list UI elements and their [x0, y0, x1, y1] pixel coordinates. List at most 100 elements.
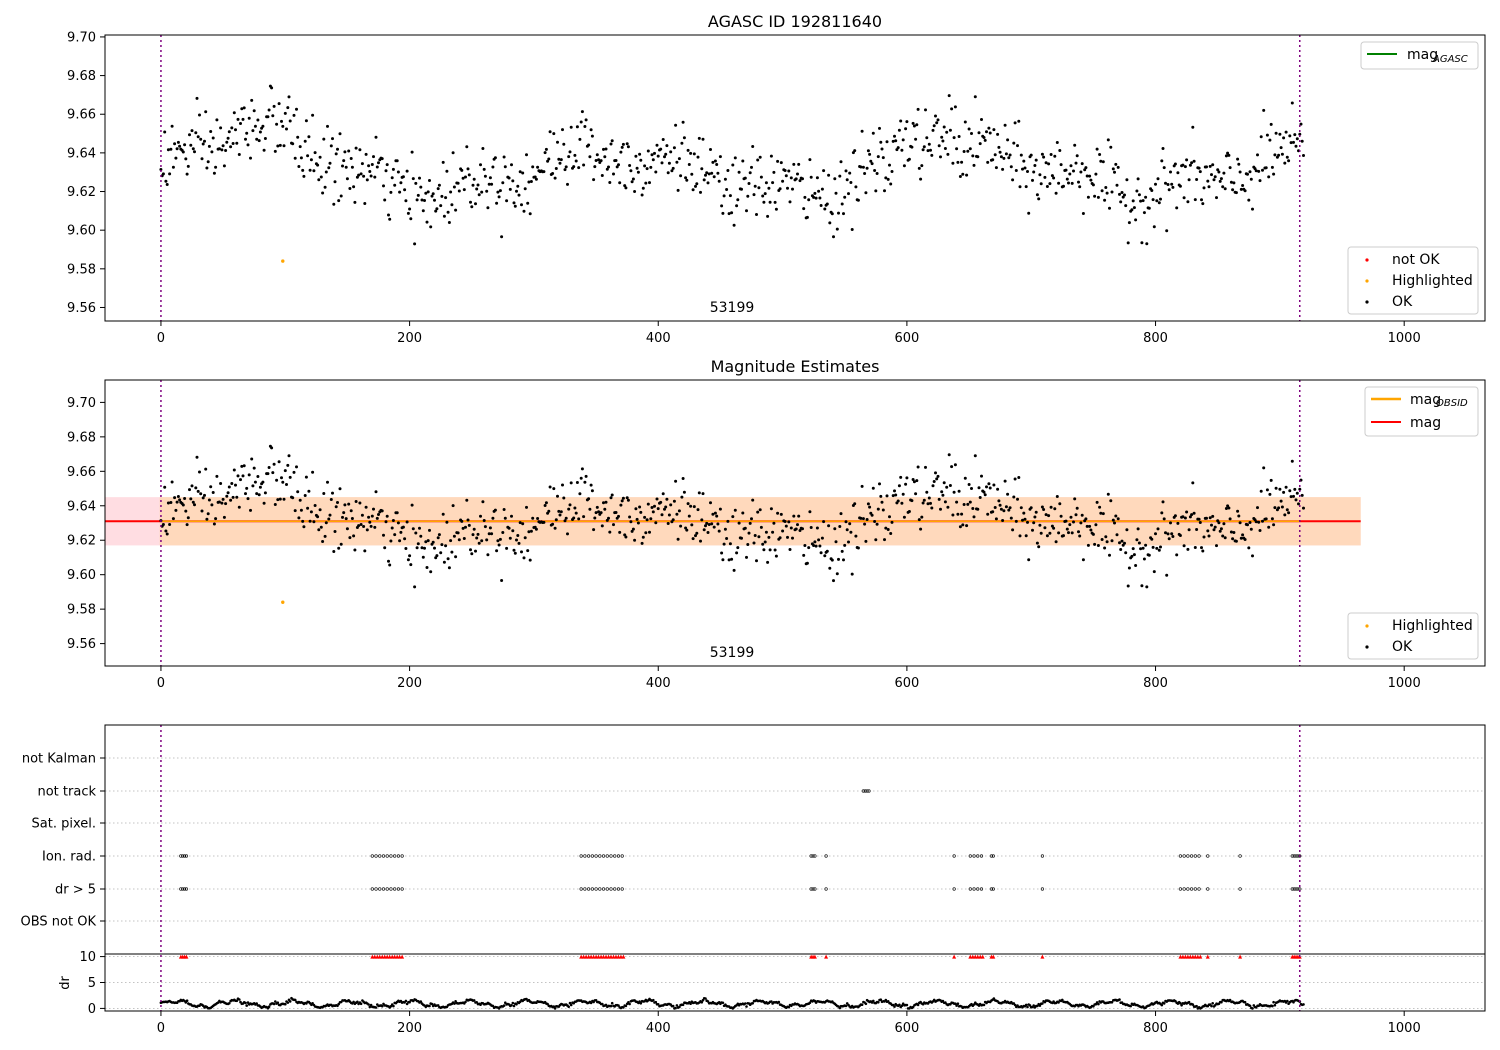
data-point	[1021, 167, 1024, 171]
data-point	[924, 108, 927, 112]
flag-marker	[181, 854, 185, 858]
data-point	[978, 142, 982, 146]
dr-point	[267, 1005, 271, 1008]
data-point	[1135, 538, 1139, 542]
dr-point	[472, 999, 476, 1002]
data-point	[980, 474, 983, 478]
dr-point	[1038, 1004, 1042, 1007]
data-point	[511, 179, 515, 183]
flag-marker	[378, 854, 382, 858]
dr-clipped-marker	[1238, 954, 1243, 959]
data-point	[870, 513, 874, 517]
flag-marker	[811, 887, 815, 891]
dr-point	[678, 1005, 681, 1009]
data-point	[200, 509, 204, 513]
data-point	[285, 483, 288, 486]
data-point	[1078, 185, 1082, 189]
data-point	[1027, 558, 1031, 562]
data-point	[357, 524, 361, 528]
data-point	[1048, 531, 1052, 535]
data-point	[360, 513, 364, 517]
data-point	[176, 495, 180, 498]
data-point	[986, 512, 990, 516]
data-point	[947, 94, 951, 98]
data-point	[789, 526, 793, 530]
data-point	[1192, 159, 1196, 163]
data-point	[369, 524, 373, 528]
data-point	[1044, 161, 1048, 165]
dr-point	[704, 997, 707, 1000]
data-point	[239, 478, 242, 482]
data-point	[792, 162, 796, 166]
panel-1-x-tick-label-2: 400	[646, 331, 671, 346]
data-point	[246, 497, 250, 501]
data-point	[1070, 531, 1074, 535]
data-point	[496, 539, 500, 543]
panel-2-x-tick-label-2: 400	[646, 676, 671, 691]
data-point	[1243, 538, 1247, 541]
dr-point	[374, 1006, 378, 1009]
data-point	[485, 538, 489, 542]
data-point	[722, 194, 726, 198]
flag-marker	[601, 887, 606, 891]
data-point	[1116, 517, 1120, 521]
data-point	[886, 528, 890, 531]
data-point	[465, 498, 469, 502]
flag-marker	[989, 887, 994, 891]
flag-marker	[179, 887, 183, 891]
data-point	[1016, 497, 1019, 501]
data-point	[792, 514, 796, 518]
dr-point	[1210, 1004, 1213, 1008]
data-point	[521, 171, 525, 175]
data-point	[568, 503, 572, 507]
data-point	[610, 493, 614, 497]
data-point	[791, 536, 794, 540]
data-point	[900, 148, 904, 152]
data-point	[354, 500, 358, 503]
data-point	[421, 555, 425, 559]
data-point	[413, 242, 417, 246]
data-point	[207, 498, 211, 502]
data-point	[890, 520, 894, 524]
data-point	[456, 181, 460, 185]
data-point	[1208, 516, 1212, 520]
data-point	[518, 521, 522, 525]
data-point	[445, 520, 449, 524]
panel-1-title: AGASC ID 192811640	[708, 12, 882, 31]
flag-marker	[1186, 887, 1190, 891]
data-point	[345, 177, 349, 181]
data-point	[1185, 510, 1189, 514]
panel-1-y-tick-label-5: 9.66	[67, 108, 96, 123]
data-point	[825, 202, 829, 206]
dr-point	[255, 1002, 258, 1005]
data-point	[327, 166, 331, 170]
data-point	[971, 154, 975, 158]
data-point	[1285, 508, 1289, 512]
data-point	[471, 533, 475, 537]
data-point	[209, 485, 213, 489]
data-point	[170, 124, 174, 128]
data-point	[1221, 185, 1225, 189]
dr-point	[1302, 1003, 1305, 1006]
data-point	[510, 163, 513, 167]
dr-point	[1286, 999, 1289, 1003]
data-point	[1239, 536, 1243, 540]
data-point	[951, 513, 955, 517]
data-point	[416, 542, 420, 546]
data-point	[1171, 185, 1175, 189]
data-point	[689, 504, 693, 508]
data-point	[612, 172, 615, 176]
data-point	[854, 534, 858, 538]
data-point	[488, 526, 492, 530]
data-point	[1024, 185, 1028, 189]
panel-2-x-tick-label-3: 600	[894, 676, 919, 691]
data-point	[508, 536, 512, 540]
data-point	[171, 517, 175, 521]
data-point	[759, 525, 763, 529]
data-point	[960, 160, 964, 164]
data-point	[1062, 184, 1065, 188]
data-point	[736, 546, 740, 550]
data-point	[1035, 193, 1039, 197]
data-point	[554, 167, 558, 170]
data-point	[1039, 182, 1043, 186]
